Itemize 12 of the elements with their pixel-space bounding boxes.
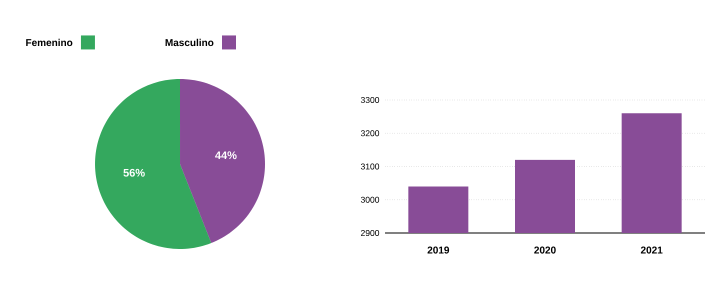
x-tick-label: 2021 <box>640 246 663 254</box>
x-tick-label: 2019 <box>428 246 450 254</box>
y-tick-label: 2900 <box>360 230 380 236</box>
data-label: 56% <box>123 168 145 177</box>
data-label: 44% <box>215 151 237 160</box>
x-tick-label: 2020 <box>534 246 556 254</box>
legend-label: Femenino <box>26 38 72 46</box>
y-tick-label: 3100 <box>360 163 380 170</box>
y-tick-label: 3200 <box>360 130 380 136</box>
y-tick-label: 3000 <box>360 196 380 203</box>
legend-label: Masculino <box>166 38 214 46</box>
y-tick-label: 3300 <box>360 96 380 103</box>
